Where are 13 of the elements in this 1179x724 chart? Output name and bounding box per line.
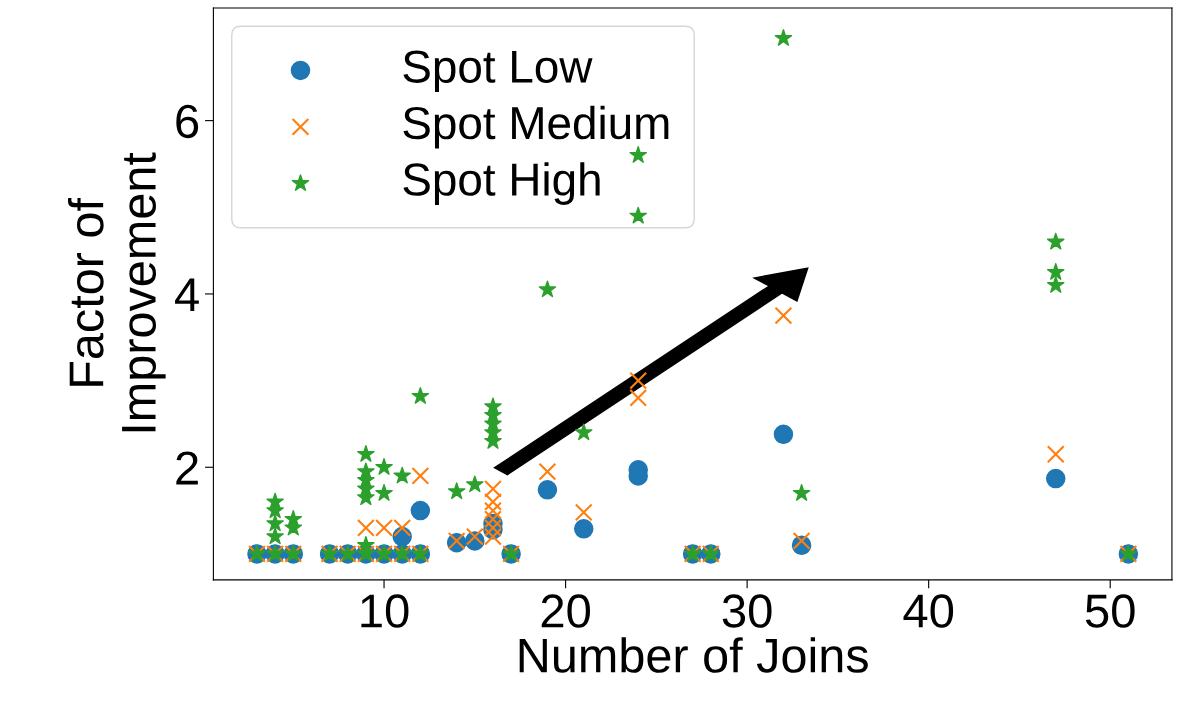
y-tick-label: 6 <box>176 104 199 139</box>
y-tick-label: 4 <box>175 278 199 312</box>
x-tick-label: 10 <box>361 594 409 628</box>
y-tick-label: 2 <box>176 451 198 485</box>
legend-label: Spot High <box>403 162 600 205</box>
x-axis-title: Number of Joins <box>519 637 868 673</box>
x-tick-label: 40 <box>903 594 954 628</box>
legend-label: Spot Low <box>403 50 593 92</box>
y-axis-title: Factor of Improvement <box>67 152 166 432</box>
x-tick-label: 50 <box>1085 594 1135 628</box>
legend-label: Spot Medium <box>403 105 669 149</box>
x-tick-label: 30 <box>722 594 772 628</box>
x-tick-label: 20 <box>541 594 590 628</box>
